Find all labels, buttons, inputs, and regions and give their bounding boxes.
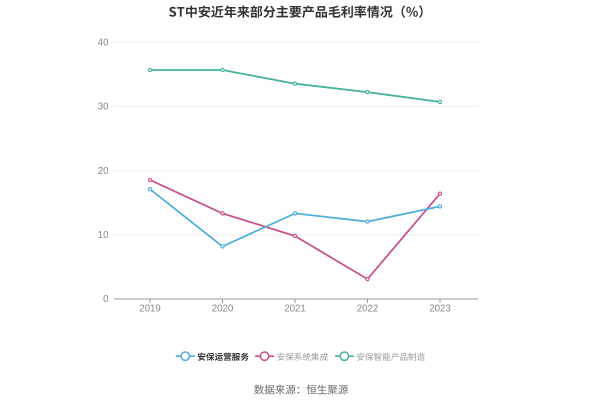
svg-text:0: 0: [103, 294, 109, 305]
svg-text:30: 30: [98, 102, 109, 113]
svg-text:20: 20: [98, 166, 109, 177]
svg-text:2023: 2023: [429, 304, 451, 315]
svg-text:2020: 2020: [212, 304, 234, 315]
svg-text:2022: 2022: [357, 304, 379, 315]
svg-text:40: 40: [98, 37, 109, 48]
svg-text:2019: 2019: [139, 304, 161, 315]
svg-text:10: 10: [98, 230, 109, 241]
svg-text:2021: 2021: [284, 304, 306, 315]
